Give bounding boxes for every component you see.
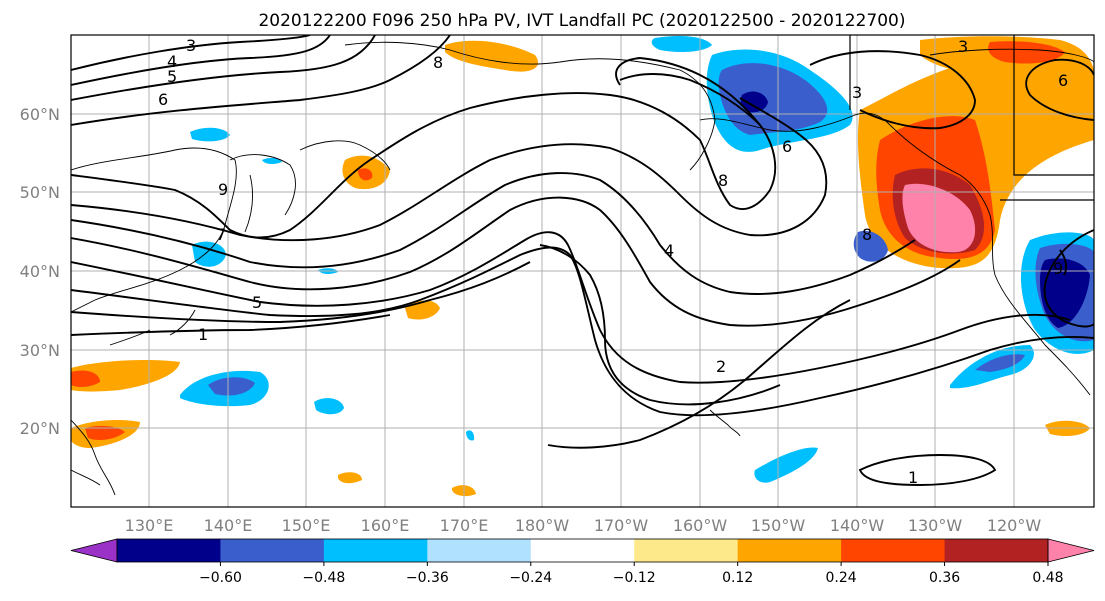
positive-anomaly-taiwan	[71, 360, 180, 392]
lon-label: 160°E	[361, 516, 410, 535]
contour-label: 3	[958, 37, 968, 56]
negative-anomaly-goa-core	[718, 63, 828, 135]
contour-label: 5	[167, 67, 177, 86]
colorbar-segment	[117, 539, 221, 562]
negative-anomaly-bering	[651, 36, 712, 53]
contour-label: 6	[782, 137, 792, 156]
positive-anomaly-alaska-core	[988, 41, 1065, 64]
contour-label: 2	[716, 357, 726, 376]
contour-label: 8	[718, 171, 728, 190]
contour-label: 8	[433, 53, 443, 72]
negative-anomaly-small-2	[754, 447, 818, 483]
contour-label: 1	[908, 468, 918, 487]
colorbar-tick-label: 0.12	[722, 570, 753, 586]
negative-anomaly-small-7	[466, 430, 475, 441]
contour-label: 5	[252, 293, 262, 312]
lon-label: 160°W	[673, 516, 728, 535]
lon-label: 130°W	[908, 516, 963, 535]
lat-label: 30°N	[20, 341, 60, 360]
colorbar-tick-label: 0.48	[1032, 570, 1063, 586]
contour-labels: 3 4 5 6 8 7 5 1 9 8 4 2 3 6 8 6 9 1 3	[158, 36, 1068, 487]
latitude-labels: 60°N 50°N 40°N 30°N 20°N	[20, 105, 60, 438]
lon-label: 140°E	[204, 516, 253, 535]
lat-label: 60°N	[20, 105, 60, 124]
colorbar-extend-max	[1047, 538, 1095, 563]
lon-label: 180°W	[515, 516, 570, 535]
negative-anomaly-small-4	[192, 241, 226, 267]
lon-label: 140°W	[830, 516, 885, 535]
colorbar-segment	[530, 539, 635, 562]
colorbar-tick-label: −0.12	[613, 570, 656, 586]
positive-anomaly-scs-core	[85, 425, 125, 440]
colorbar-segment	[634, 539, 739, 562]
pc-shading	[71, 36, 1094, 497]
lon-label: 170°E	[440, 516, 489, 535]
lat-label: 20°N	[20, 419, 60, 438]
contour-label: 3	[186, 36, 196, 55]
lon-label: 120°W	[987, 516, 1042, 535]
colorbar-segment	[323, 539, 428, 562]
lon-label: 150°W	[751, 516, 806, 535]
lon-label: 150°E	[282, 516, 331, 535]
positive-anomaly-kamchatka-core	[358, 168, 373, 181]
contour-label: 9	[1053, 259, 1063, 278]
contour-label: 9	[218, 180, 228, 199]
contour-label: 8	[862, 225, 872, 244]
colorbar: −0.60 −0.48 −0.36 −0.24 −0.12 0.12 0.24 0.36 0.4…	[70, 538, 1095, 586]
contour-label: 1	[198, 325, 208, 344]
map-title: 2020122200 F096 250 hPa PV, IVT Landfall…	[258, 11, 905, 31]
positive-anomaly-small-a	[338, 472, 362, 484]
negative-anomaly-goa-max	[740, 91, 768, 113]
colorbar-segment	[841, 539, 946, 562]
negative-anomaly-wpac-core	[208, 377, 255, 396]
colorbar-tick-label: −0.36	[406, 570, 449, 586]
contour-label: 3	[852, 83, 862, 102]
map-frame	[70, 34, 1095, 508]
colorbar-tick-label: 0.24	[826, 570, 857, 586]
lon-label: 130°E	[125, 516, 174, 535]
colorbar-tick-label: 0.36	[929, 570, 960, 586]
contour-label: 4	[664, 241, 674, 260]
negative-anomaly-small-3	[190, 127, 230, 142]
colorbar-extend-min	[70, 538, 118, 563]
lat-label: 40°N	[20, 262, 60, 281]
colorbar-tick-label: −0.24	[509, 570, 552, 586]
colorbar-segment	[737, 539, 842, 562]
positive-anomaly-taiwan-core	[71, 370, 100, 387]
contour-label: 6	[158, 90, 168, 109]
negative-anomaly-offshore-1	[853, 230, 888, 262]
contour-label: 4	[167, 52, 177, 71]
negative-anomaly-small-1	[314, 398, 344, 415]
colorbar-tick-label: −0.60	[199, 570, 242, 586]
colorbar-segment	[944, 539, 1049, 562]
colorbar-tick-label: −0.48	[302, 570, 345, 586]
longitude-labels: 130°E 140°E 150°E 160°E 170°E 180°W 170°…	[125, 516, 1042, 535]
colorbar-segment	[427, 539, 532, 562]
colorbar-outline	[116, 538, 1049, 563]
negative-anomaly-baja-core	[975, 354, 1025, 372]
negative-anomaly-small-5	[262, 157, 282, 165]
contour-label: 7	[216, 225, 226, 244]
contour-label: 6	[1058, 71, 1068, 90]
positive-anomaly-bc-max	[902, 183, 976, 253]
lon-label: 170°W	[594, 516, 649, 535]
pv-contours	[71, 35, 1094, 486]
political-borders	[849, 35, 1094, 201]
colorbar-segment	[220, 539, 325, 562]
gridlines	[71, 35, 1094, 507]
lat-label: 50°N	[20, 183, 60, 202]
